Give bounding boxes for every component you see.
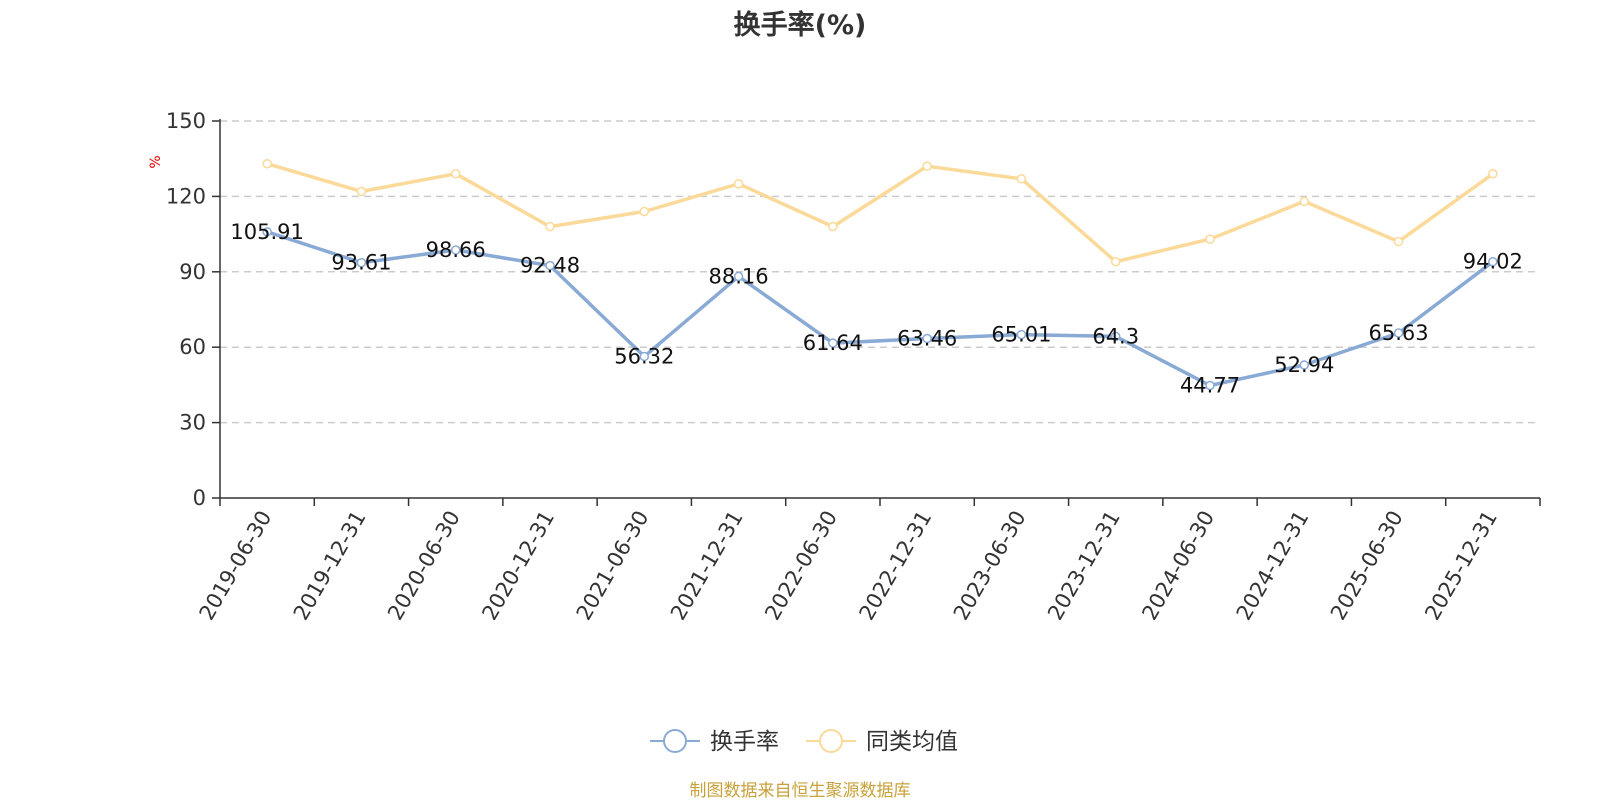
data-point: [545, 260, 555, 271]
data-point: [828, 338, 838, 348]
data-point: [1110, 331, 1121, 342]
x-tick-label: 2024-06-30: [1137, 507, 1219, 625]
x-tick-label: 2022-12-31: [855, 507, 937, 625]
data-label: 56.32: [614, 344, 674, 368]
data-point: [450, 169, 461, 179]
y-tick-label: 30: [179, 411, 206, 435]
data-point: [262, 227, 272, 237]
data-label: 64.3: [1092, 324, 1139, 348]
data-point: [545, 221, 555, 232]
x-tick-label: 2025-12-31: [1420, 507, 1502, 625]
data-point: [1016, 174, 1027, 184]
data-label: 98.66: [426, 238, 486, 262]
y-tick-label: 90: [179, 260, 206, 284]
legend-label: 同类均值: [866, 729, 958, 755]
data-label: 44.77: [1180, 373, 1240, 397]
data-point: [1393, 328, 1404, 338]
x-tick-label: 2020-12-31: [477, 507, 559, 625]
data-label: 52.94: [1274, 353, 1334, 377]
series-line: [266, 230, 1494, 388]
data-label: 105.91: [230, 220, 303, 244]
data-point: [1299, 196, 1310, 207]
x-tick-label: 2020-06-30: [383, 507, 465, 625]
x-tick-label: 2019-06-30: [195, 507, 277, 625]
data-label: 63.46: [897, 327, 957, 351]
data-label: 65.63: [1369, 321, 1429, 345]
x-tick-label: 2023-06-30: [949, 507, 1031, 625]
data-point: [922, 333, 932, 344]
series-1: [262, 158, 1498, 267]
data-point: [828, 221, 838, 232]
data-point: [1488, 169, 1498, 179]
data-point: [1393, 236, 1404, 247]
x-tick-label: 2024-12-31: [1232, 507, 1314, 625]
y-tick-label: 120: [166, 184, 206, 208]
data-label: 65.01: [991, 323, 1051, 347]
y-tick-label: 60: [179, 335, 206, 359]
x-tick-label: 2021-06-30: [572, 507, 654, 625]
legend-item[interactable]: 换手率: [650, 729, 779, 755]
data-labels: 105.91 93.61 98.66 92.48 56.32 88.16 61.64 63.4…: [230, 220, 1523, 398]
data-point: [922, 161, 932, 171]
data-label: 94.02: [1463, 250, 1523, 274]
data-point: [1488, 256, 1498, 267]
data-point: [639, 351, 650, 362]
data-label: 93.61: [331, 251, 391, 275]
legend-marker: [819, 729, 843, 753]
x-tick-label: 2025-06-30: [1326, 507, 1408, 625]
grid-lines: [220, 120, 1540, 424]
y-axis-unit: %: [148, 155, 164, 168]
y-tick-label: 150: [166, 109, 206, 133]
series-0: [262, 227, 1498, 391]
legend-label: 换手率: [710, 729, 779, 755]
source-note: 制图数据来自恒生聚源数据库: [690, 781, 911, 800]
legend-item[interactable]: 同类均值: [806, 729, 958, 755]
chart-title: 换手率(%): [734, 9, 867, 41]
data-point: [639, 206, 650, 217]
data-label: 92.48: [520, 254, 580, 278]
data-label: 61.64: [803, 331, 863, 355]
x-tick-label: 2021-12-31: [666, 507, 748, 625]
data-point: [733, 179, 744, 189]
data-point: [262, 158, 272, 169]
data-point: [356, 186, 367, 197]
series-line: [266, 162, 1494, 264]
data-point: [1016, 329, 1027, 340]
data-point: [450, 245, 461, 255]
data-label: 88.16: [709, 264, 769, 288]
x-tick-label: 2019-12-31: [289, 507, 371, 625]
x-tick-label: 2023-12-31: [1043, 507, 1125, 625]
y-tick-label: 0: [193, 486, 206, 510]
series-lines: [262, 158, 1498, 391]
data-point: [1205, 380, 1215, 391]
legend[interactable]: 换手率 同类均值: [650, 729, 958, 755]
x-tick-label: 2022-06-30: [760, 507, 842, 625]
data-point: [733, 271, 744, 282]
data-point: [1205, 234, 1215, 244]
legend-marker: [663, 729, 687, 753]
data-point: [356, 257, 367, 268]
data-point: [1110, 256, 1121, 267]
data-point: [1299, 360, 1310, 370]
